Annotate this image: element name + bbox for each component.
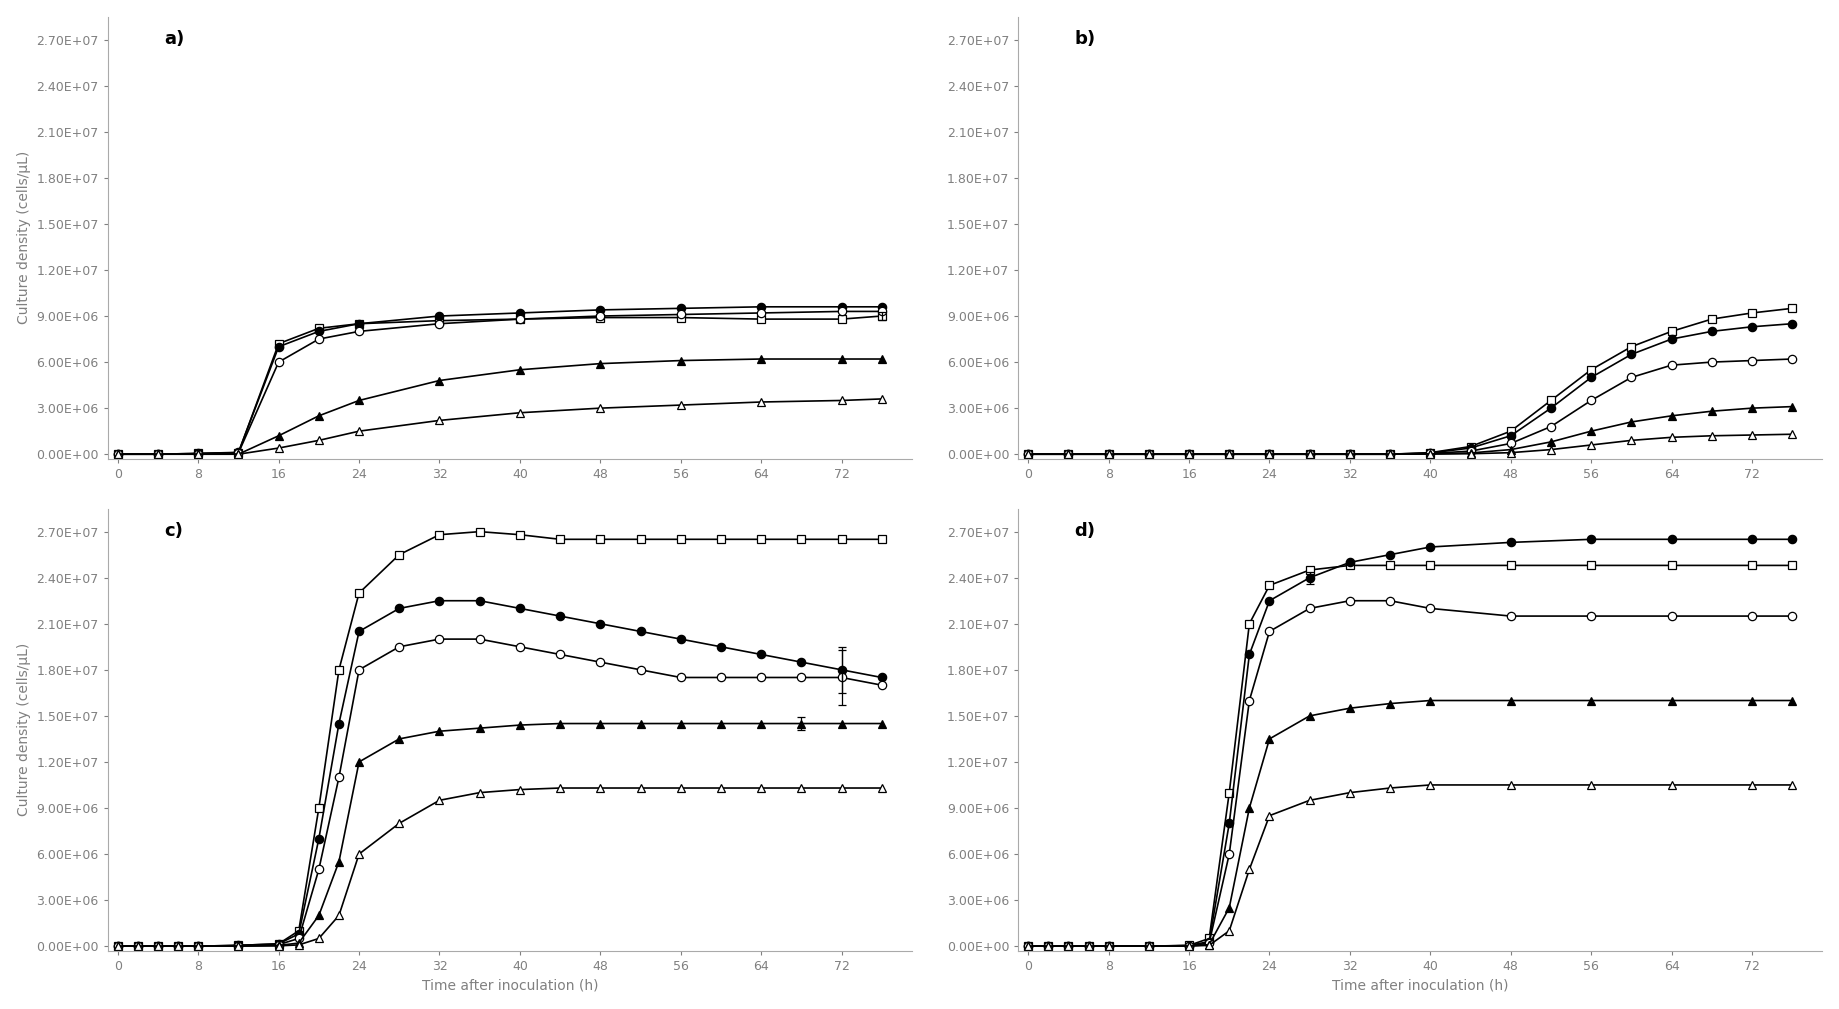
- Y-axis label: Culture density (cells/μL): Culture density (cells/μL): [17, 643, 31, 816]
- Text: a): a): [164, 30, 184, 48]
- Text: b): b): [1074, 30, 1096, 48]
- Text: d): d): [1074, 522, 1096, 540]
- X-axis label: Time after inoculation (h): Time after inoculation (h): [1331, 979, 1508, 992]
- X-axis label: Time after inoculation (h): Time after inoculation (h): [421, 979, 598, 992]
- Text: c): c): [164, 522, 182, 540]
- Y-axis label: Culture density (cells/μL): Culture density (cells/μL): [17, 151, 31, 324]
